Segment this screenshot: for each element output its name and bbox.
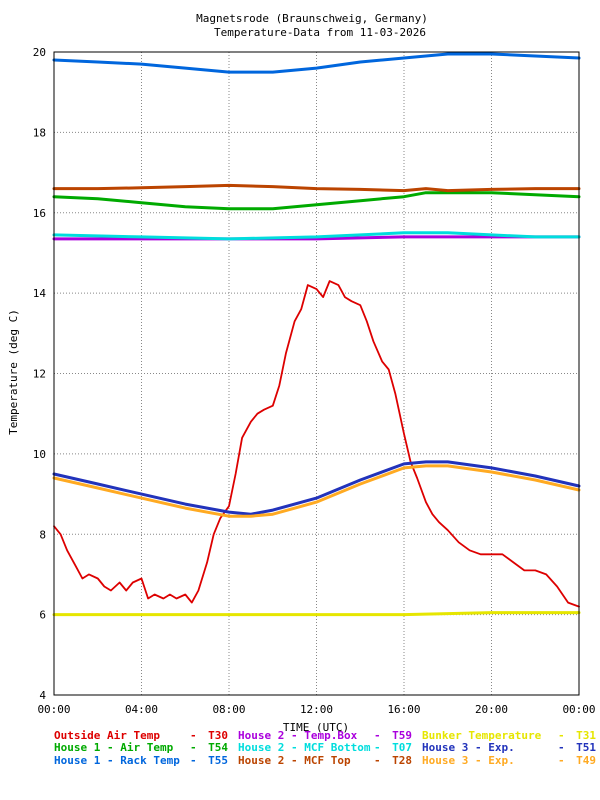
legend-entry-sensor: T54 <box>208 741 228 754</box>
series-line-t07 <box>52 231 581 241</box>
legend-entry-sensor: T28 <box>392 754 412 767</box>
y-tick-label: 10 <box>33 448 46 461</box>
legend-entry-name: House 1 - Air Temp <box>54 741 174 754</box>
legend-entry-name: House 3 - Exp. <box>422 741 515 754</box>
legend-entry-sensor: T59 <box>392 729 412 742</box>
y-axis-label: Temperature (deg C) <box>7 309 20 435</box>
x-tick-label: 04:00 <box>125 703 158 716</box>
x-axis-label: TIME (UTC) <box>283 721 349 734</box>
grid-lines <box>54 52 579 695</box>
x-tick-label: 20:00 <box>475 703 508 716</box>
legend-entry-name: Bunker Temperature <box>422 729 542 742</box>
y-tick-label: 18 <box>33 126 46 139</box>
x-tick-label: 00:00 <box>562 703 595 716</box>
y-tick-label: 8 <box>39 528 46 541</box>
legend-entry-separator: - <box>374 754 381 767</box>
y-tick-label: 16 <box>33 207 46 220</box>
series-layer <box>52 52 581 617</box>
legend-entry-separator: - <box>374 741 381 754</box>
x-tick-label: 16:00 <box>387 703 420 716</box>
legend: Outside Air Temp - T30 House 2 - Temp.Box - T… <box>54 729 596 767</box>
y-tick-label: 20 <box>33 46 46 59</box>
legend-entry-name: House 3 - Exp. <box>422 754 515 767</box>
y-tick-label: 12 <box>33 368 46 381</box>
series-line-t30 <box>53 280 580 608</box>
legend-entry-separator: - <box>558 741 565 754</box>
legend-entry-name: House 2 - Temp.Box <box>238 729 358 742</box>
y-tick-label: 4 <box>39 689 46 702</box>
legend-entry-name: House 1 - Rack Temp <box>54 754 180 767</box>
legend-entry-sensor: T31 <box>576 729 596 742</box>
legend-entry-name: Outside Air Temp <box>54 729 160 742</box>
legend-entry-sensor: T51 <box>576 741 596 754</box>
y-tick-label: 14 <box>33 287 47 300</box>
x-tick-label: 12:00 <box>300 703 333 716</box>
legend-entry-sensor: T49 <box>576 754 596 767</box>
series-line-t49 <box>52 464 581 518</box>
legend-entry-separator: - <box>558 729 565 742</box>
legend-entry-separator: - <box>374 729 381 742</box>
y-tick-label: 6 <box>39 609 46 622</box>
y-axis-ticks: 4 6 8 10 12 14 16 18 20 <box>33 46 47 702</box>
series-line-t31 <box>52 611 581 617</box>
legend-entry-separator: - <box>190 741 197 754</box>
legend-entry-separator: - <box>190 729 197 742</box>
plot-frame <box>53 51 580 696</box>
series-line-t51 <box>52 460 581 516</box>
legend-entry-sensor: T55 <box>208 754 228 767</box>
legend-entry-separator: - <box>190 754 197 767</box>
legend-entry-sensor: T07 <box>392 741 412 754</box>
x-tick-label: 08:00 <box>212 703 245 716</box>
legend-entry-separator: - <box>558 754 565 767</box>
legend-entry-name: House 2 - MCF Bottom <box>238 741 371 754</box>
x-axis-ticks: 00:00 04:00 08:00 12:00 16:00 20:00 00:00 <box>37 703 595 716</box>
chart-title: Magnetsrode (Braunschweig, Germany) <box>196 12 428 25</box>
series-line-t59 <box>52 235 581 241</box>
series-line-t54 <box>52 191 581 211</box>
chart-subtitle: Temperature-Data from 11-03-2026 <box>214 26 426 39</box>
x-tick-label: 00:00 <box>37 703 70 716</box>
series-line-t55 <box>52 52 581 74</box>
legend-entry-sensor: T30 <box>208 729 228 742</box>
legend-entry-name: House 2 - MCF Top <box>238 754 351 767</box>
series-line-t28 <box>52 183 581 193</box>
